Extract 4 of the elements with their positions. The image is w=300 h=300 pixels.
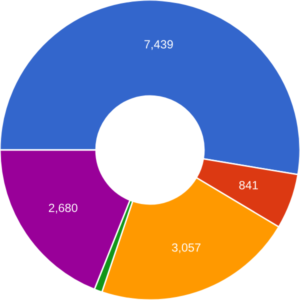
data-label: 841: [239, 180, 258, 190]
data-label: 2,680: [48, 204, 78, 214]
data-label: 7,439: [144, 40, 173, 50]
data-label: 3,057: [172, 243, 200, 254]
